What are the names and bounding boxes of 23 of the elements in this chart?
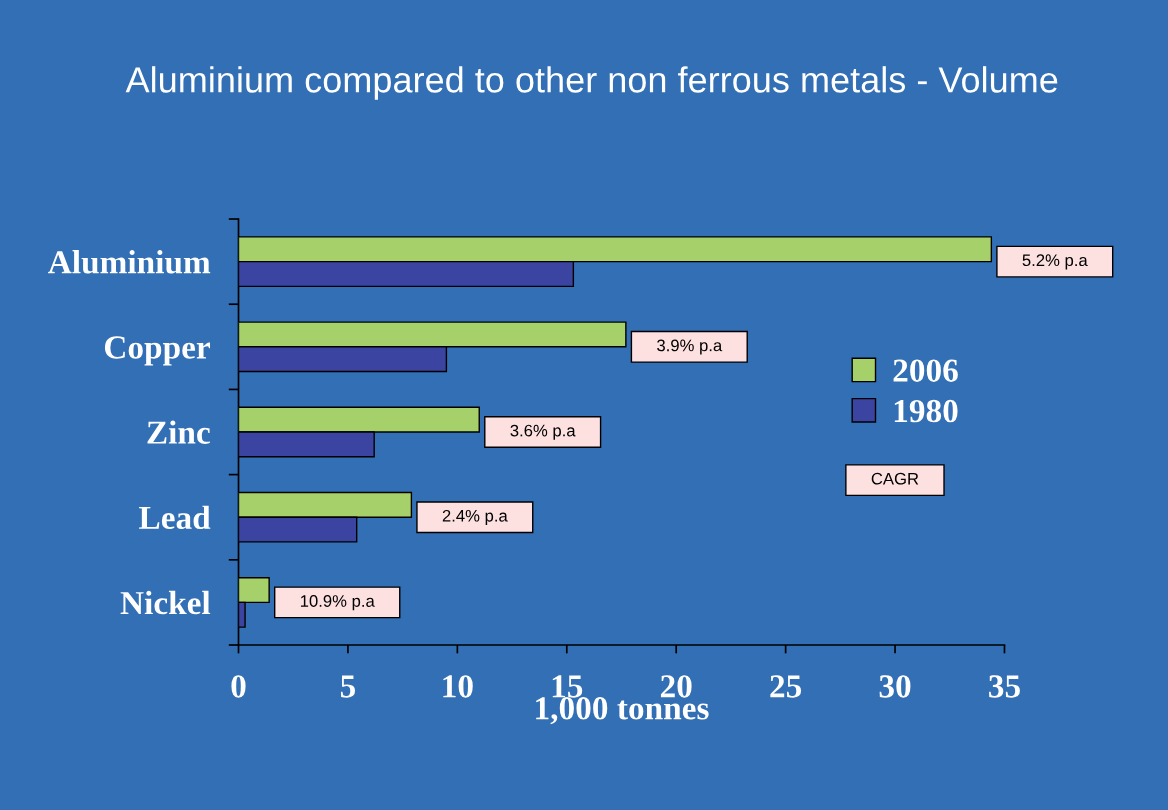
annotation: 3.6% p.a xyxy=(510,424,576,440)
legend-label: 1980 xyxy=(894,399,958,423)
x-tick-label: 5 xyxy=(340,675,356,698)
x-tick-label: 20 xyxy=(660,675,692,698)
annotation: CAGR xyxy=(871,472,919,485)
legend-label: 2006 xyxy=(893,359,958,382)
x-tick-label: 25 xyxy=(770,675,802,698)
y-tick-label: Aluminium xyxy=(48,250,211,274)
x-tick-label: 30 xyxy=(879,675,911,698)
annotation: 3.9% p.a xyxy=(657,339,723,355)
x-axis-title: 1,000 tonnes xyxy=(536,697,709,725)
chart-title: Aluminium compared to other non ferrous metals - Volume xyxy=(125,66,1058,100)
x-tick-label: 35 xyxy=(989,675,1020,698)
annotation: 10.9% p.a xyxy=(300,595,375,611)
annotation: 2.4% p.a xyxy=(442,509,508,525)
x-tick-label: 0 xyxy=(231,675,246,698)
x-tick-label: 15 xyxy=(552,675,583,698)
y-tick-label: Nickel xyxy=(120,590,211,615)
y-tick-label: Zinc xyxy=(147,420,210,444)
x-tick-label: 10 xyxy=(443,675,473,698)
y-tick-label: Copper xyxy=(104,336,211,366)
annotation: 5.2% p.a xyxy=(1022,254,1088,270)
y-tick-label: Lead xyxy=(139,505,211,530)
